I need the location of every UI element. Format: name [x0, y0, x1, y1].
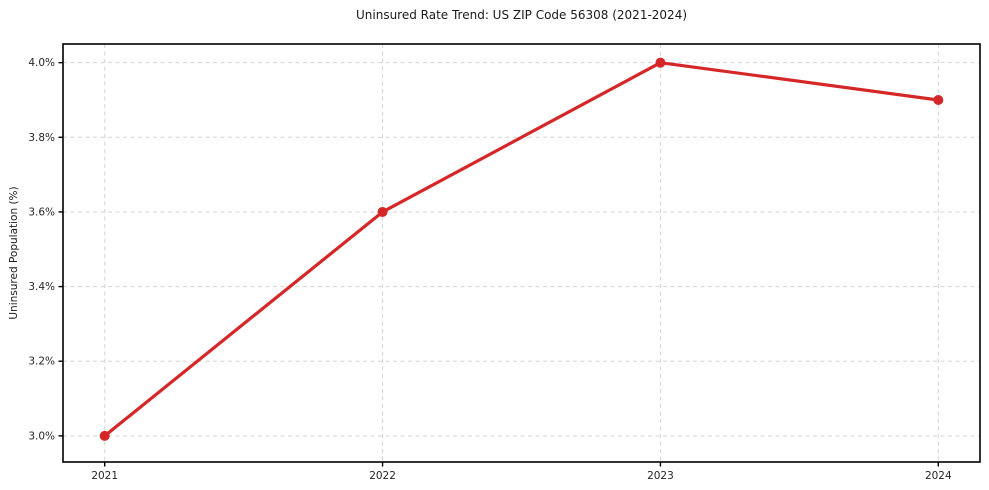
- data-point-marker: [655, 57, 666, 68]
- y-tick-label: 3.2%: [28, 356, 55, 368]
- y-tick-label: 3.8%: [28, 132, 55, 144]
- y-axis-label: Uninsured Population (%): [8, 186, 20, 320]
- x-tick-label: 2023: [647, 470, 674, 482]
- trend-line: [103, 61, 940, 438]
- data-point-marker: [99, 430, 110, 441]
- x-tick-label: 2021: [91, 470, 118, 482]
- x-tick-label: 2024: [925, 470, 952, 482]
- y-tick-label: 3.0%: [28, 430, 55, 442]
- plot-border: [62, 43, 981, 463]
- y-tick-label: 4.0%: [28, 57, 55, 69]
- chart-title: Uninsured Rate Trend: US ZIP Code 56308 …: [355, 8, 688, 22]
- y-tick-label: 3.4%: [28, 281, 55, 293]
- data-point-marker: [377, 206, 388, 217]
- y-tick-label: 3.6%: [28, 206, 55, 218]
- x-tick-label: 2022: [369, 470, 396, 482]
- data-point-marker: [933, 94, 944, 105]
